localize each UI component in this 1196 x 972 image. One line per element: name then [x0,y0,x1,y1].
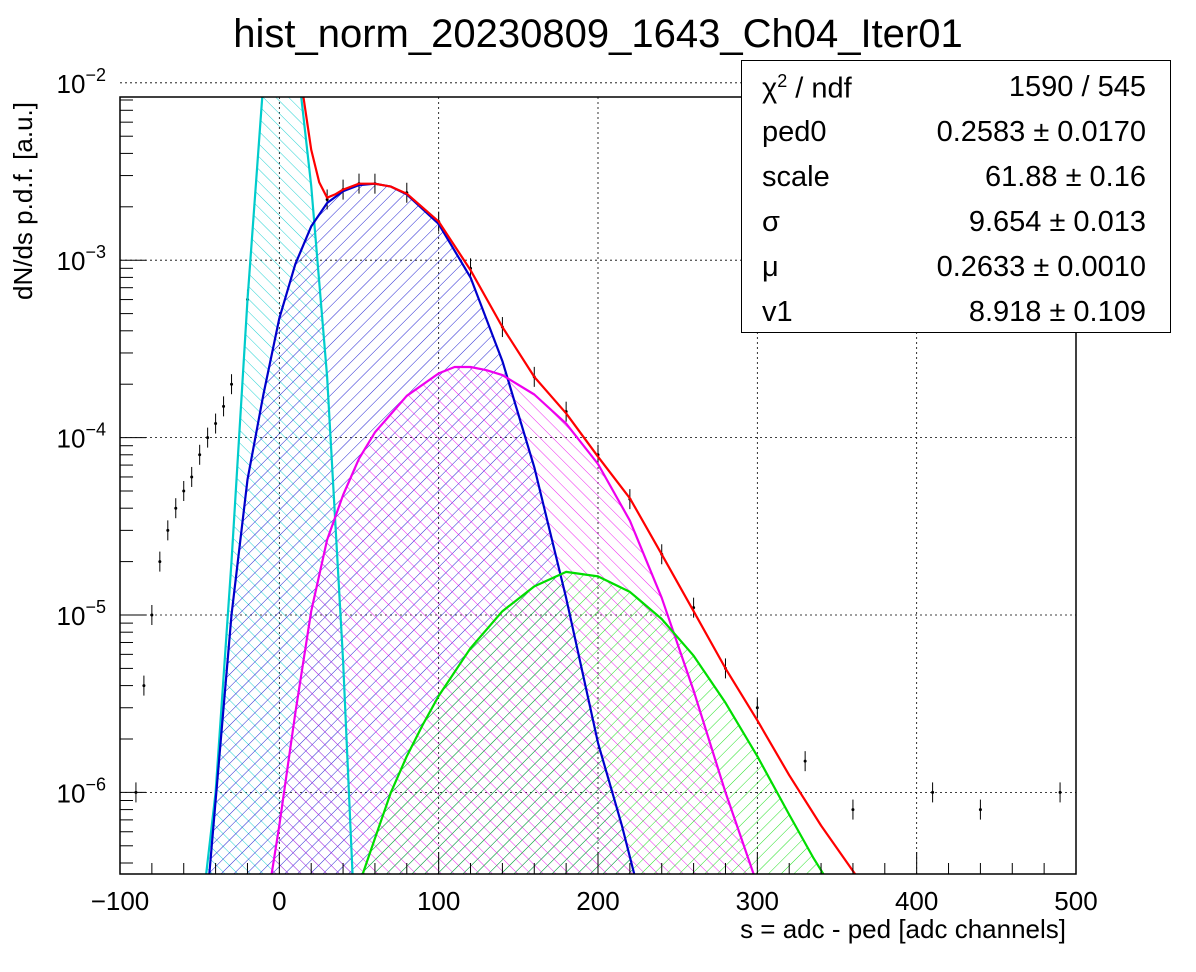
x-axis-label: s = adc - ped [adc channels] [740,914,1066,944]
axis-ticks-layer [119,99,1077,874]
stats-value: 1590 / 545 [1008,71,1146,103]
data-point [803,759,807,763]
data-point [142,684,146,688]
stats-row-ped0: ped0 0.2583 ± 0.0170 [742,116,1170,160]
stats-label: scale [762,161,830,193]
stats-label: μ [762,251,779,283]
data-point [190,475,194,479]
data-point [182,489,186,493]
stats-value: 9.654 ± 0.013 [968,206,1146,238]
data-point [222,404,226,408]
stats-label: ped0 [762,116,827,148]
x-tick-label: −100 [91,886,150,916]
data-point [158,560,162,564]
data-point [150,613,154,617]
data-point [978,808,982,812]
fit-curve [361,570,825,874]
fit-curve [270,365,755,874]
axis-labels-layer: −100 0 100 200 300 400 500 10−6 10−5 10−4 10−3 10−2… [8,65,1098,944]
x-tick-label: 100 [417,886,460,916]
stats-value: 0.2583 ± 0.0170 [936,116,1146,148]
data-point [166,528,170,532]
fit-stats-box: χ2 / ndf 1590 / 545 ped0 0.2583 ± 0.0170… [741,60,1171,333]
data-point [931,790,935,794]
stats-row-chi2: χ2 / ndf 1590 / 545 [742,71,1170,115]
fit-curves-layer [205,97,857,874]
fit-curve [302,97,857,874]
data-point [214,422,218,426]
stats-row-mu: μ 0.2633 ± 0.0010 [742,251,1170,295]
stats-row-sigma: σ 9.654 ± 0.013 [742,206,1170,250]
data-point [198,453,202,457]
stats-label: σ [762,206,780,238]
y-tick-label: 10−5 [57,597,106,631]
fit-curve [205,97,354,874]
fill-layer [206,97,825,874]
y-tick-label: 10−3 [57,242,106,276]
x-tick-label: 400 [895,886,938,916]
stats-row-scale: scale 61.88 ± 0.16 [742,161,1170,205]
x-tick-label: 300 [736,886,779,916]
y-tick-label: 10−4 [57,420,106,454]
data-point [325,197,329,201]
stats-label: v1 [762,296,793,328]
x-tick-label: 200 [576,886,619,916]
stats-value: 8.918 ± 0.109 [968,296,1146,328]
data-point [174,506,178,510]
y-tick-label: 10−6 [57,774,106,808]
data-point [755,706,759,710]
y-tick-label: 10−2 [57,65,106,99]
stats-row-v1: v1 8.918 ± 0.109 [742,296,1170,340]
chart-title: hist_norm_20230809_1643_Ch04_Iter01 [233,12,963,56]
data-point [230,382,234,386]
data-point [206,436,210,440]
x-tick-label: 0 [272,886,286,916]
stats-value: 61.88 ± 0.16 [984,161,1146,193]
data-point [851,808,855,812]
y-axis-label: dN/ds p.d.f. [a.u.] [8,102,38,300]
data-point [1058,790,1062,794]
stats-value: 0.2633 ± 0.0010 [936,251,1146,283]
stats-label: χ2 / ndf [762,71,852,105]
x-tick-label: 500 [1054,886,1097,916]
